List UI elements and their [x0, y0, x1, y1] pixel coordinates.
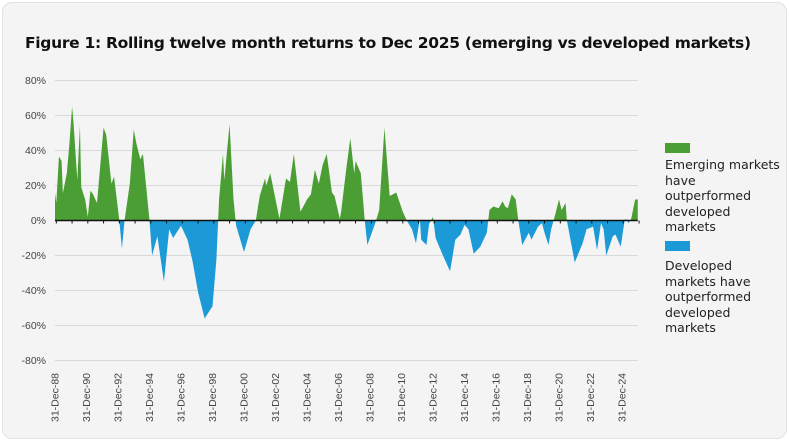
x-tick-label: 31-Dec-96 — [176, 373, 188, 422]
area-emerging-outperform — [55, 106, 638, 221]
x-tick-label: 31-Dec-08 — [365, 373, 377, 422]
y-tick-label: 40% — [25, 145, 46, 157]
x-tick-label: 31-Dec-94 — [144, 373, 156, 422]
area-developed-outperform — [55, 220, 638, 319]
y-tick-label: 60% — [25, 110, 46, 122]
chart-title: Figure 1: Rolling twelve month returns t… — [25, 34, 751, 52]
y-tick-label: 0% — [31, 215, 46, 227]
x-tick-label: 31-Dec-16 — [491, 373, 503, 422]
x-tick-label: 31-Dec-98 — [207, 373, 219, 422]
x-tick-label: 31-Dec-88 — [50, 373, 62, 422]
legend-label-emerging: Emerging markets have outperformed devel… — [665, 157, 780, 234]
x-tick-label: 31-Dec-02 — [270, 373, 282, 422]
x-tick-label: 31-Dec-14 — [459, 373, 471, 422]
x-tick-label: 31-Dec-92 — [113, 373, 125, 422]
y-tick-label: -60% — [21, 320, 46, 332]
x-tick-label: 31-Dec-90 — [81, 373, 93, 422]
legend-swatch-developed — [665, 241, 690, 251]
y-tick-label: 20% — [25, 180, 46, 192]
y-tick-label: -80% — [21, 355, 46, 367]
x-tick-label: 31-Dec-20 — [554, 373, 566, 422]
y-tick-label: -20% — [21, 250, 46, 262]
legend-label-developed: Developed markets have outperformed deve… — [665, 258, 752, 335]
legend-swatch-emerging — [665, 143, 690, 153]
x-tick-label: 31-Dec-24 — [617, 373, 629, 422]
y-tick-label: 80% — [25, 75, 46, 87]
x-tick-label: 31-Dec-12 — [428, 373, 440, 422]
x-tick-label: 31-Dec-10 — [396, 373, 408, 422]
x-tick-label: 31-Dec-22 — [585, 373, 597, 422]
x-tick-label: 31-Dec-06 — [333, 373, 345, 422]
x-tick-label: 31-Dec-04 — [302, 373, 314, 422]
x-tick-label: 31-Dec-00 — [239, 373, 251, 422]
x-tick-label: 31-Dec-18 — [522, 373, 534, 422]
y-tick-label: -40% — [21, 285, 46, 297]
